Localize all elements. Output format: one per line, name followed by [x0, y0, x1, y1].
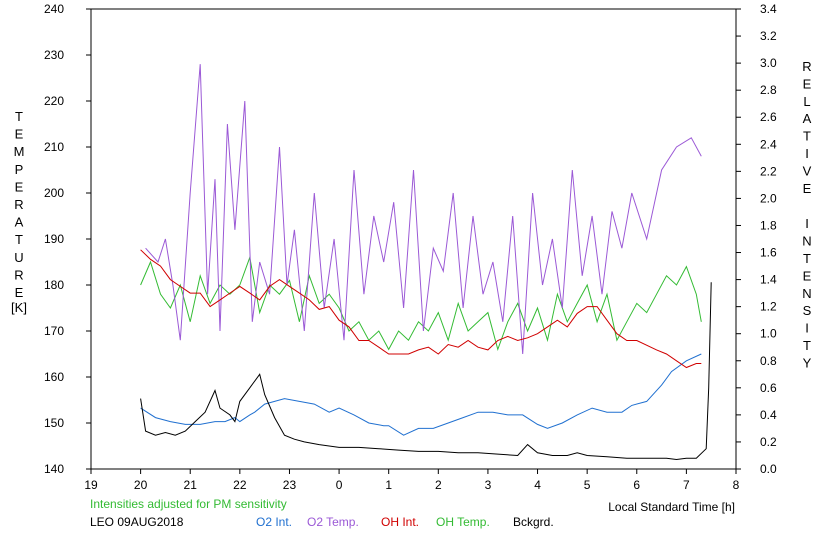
x-tick-label: 22 [233, 478, 247, 492]
x-tick-label: 5 [584, 478, 591, 492]
x-axis: 19 20 21 22 23 0 1 2 3 4 5 6 7 8 [84, 469, 740, 492]
y-right-tick-label: 1.0 [760, 327, 777, 341]
x-tick-label: 1 [385, 478, 392, 492]
y-right-tick-label: 2.6 [760, 110, 777, 124]
y-left-tick-label: 190 [44, 232, 64, 246]
legend-o2-temp: O2 Temp. [307, 515, 359, 529]
y-left-tick-label: 230 [44, 48, 64, 62]
y-right-tick-label: 3.2 [760, 29, 777, 43]
station-date: LEO 09AUG2018 [90, 515, 184, 529]
y-right-tick-label: 0.2 [760, 435, 777, 449]
y-axis-right: 0.0 0.2 0.4 0.6 0.8 1.0 1.2 1.4 1.6 1.8 2.0 2.2 2.4 2… [736, 2, 777, 476]
series-line-o2-temp [145, 64, 702, 355]
series-line-oh-int [140, 249, 702, 369]
x-tick-label: 7 [683, 478, 690, 492]
x-tick-label: 20 [134, 478, 148, 492]
y-right-tick-label: 2.0 [760, 191, 777, 205]
y-right-tick-label: 0.4 [760, 408, 777, 422]
y-right-tick-label: 2.8 [760, 83, 777, 97]
y-right-tick-label: 2.2 [760, 164, 777, 178]
y-left-tick-label: 210 [44, 140, 64, 154]
legend-oh-int: OH Int. [381, 515, 419, 529]
y-left-tick-label: 170 [44, 324, 64, 338]
y-right-tick-label: 0.0 [760, 462, 777, 476]
x-axis-title: Local Standard Time [h] [608, 500, 735, 514]
y-right-tick-label: 3.4 [760, 2, 777, 16]
y-axis-left-unit: [K] [11, 300, 27, 315]
y-right-tick-label: 1.2 [760, 300, 777, 314]
y-left-tick-label: 160 [44, 370, 64, 384]
y-left-tick-label: 200 [44, 186, 64, 200]
y-right-tick-label: 2.4 [760, 137, 777, 151]
x-tick-label: 21 [184, 478, 198, 492]
y-left-tick-label: 180 [44, 278, 64, 292]
y-right-tick-label: 1.8 [760, 218, 777, 232]
plot-area [90, 8, 737, 470]
x-tick-label: 23 [283, 478, 297, 492]
y-right-tick-label: 0.6 [760, 381, 777, 395]
x-tick-label: 4 [534, 478, 541, 492]
legend-bckgrd: Bckgrd. [513, 515, 554, 529]
y-left-tick-label: 240 [44, 2, 64, 16]
legend: O2 Int. O2 Temp. OH Int. OH Temp. Bckgrd… [256, 515, 554, 529]
plot-frame [90, 8, 737, 470]
y-right-tick-label: 1.6 [760, 246, 777, 260]
y-axis-left: 140 150 160 170 180 190 200 210 220 230 240 [44, 2, 91, 476]
x-tick-label: 6 [633, 478, 640, 492]
y-left-tick-label: 150 [44, 416, 64, 430]
x-tick-label: 2 [435, 478, 442, 492]
series-layer [140, 64, 712, 461]
y-right-tick-label: 1.4 [760, 273, 777, 287]
series-line-bckgrd [140, 282, 712, 461]
y-left-tick-label: 140 [44, 462, 64, 476]
x-tick-label: 3 [485, 478, 492, 492]
x-tick-label: 8 [733, 478, 740, 492]
y-left-tick-label: 220 [44, 94, 64, 108]
legend-o2-int: O2 Int. [256, 515, 292, 529]
y-right-tick-label: 3.0 [760, 56, 777, 70]
intensity-note: Intensities adjusted for PM sensitivity [90, 497, 287, 511]
x-tick-label: 19 [84, 478, 98, 492]
y-right-tick-label: 0.8 [760, 354, 777, 368]
legend-oh-temp: OH Temp. [436, 515, 490, 529]
x-tick-label: 0 [336, 478, 343, 492]
series-line-oh-temp [140, 255, 702, 352]
series-line-o2-int [140, 353, 702, 436]
